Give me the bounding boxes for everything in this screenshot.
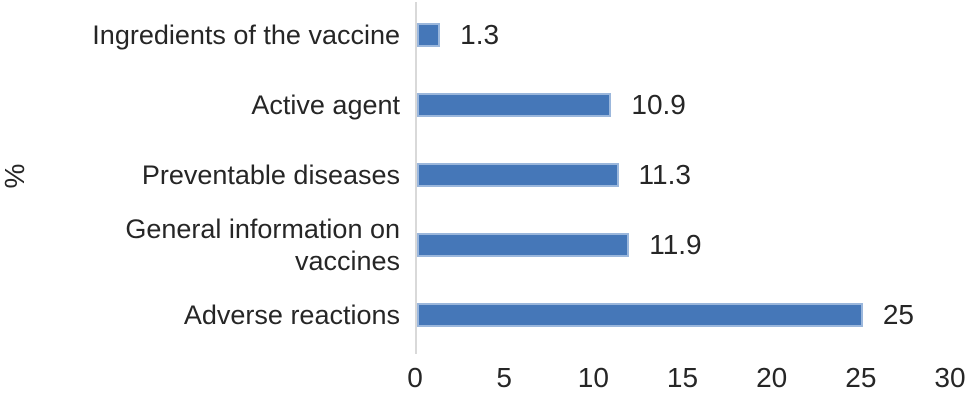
data-label: 25 <box>882 299 914 330</box>
bar <box>417 303 863 327</box>
data-label: 11.3 <box>638 159 691 190</box>
bar <box>417 163 619 187</box>
data-label: 1.3 <box>460 19 500 50</box>
x-tick-label: 5 <box>496 362 512 393</box>
x-tick-label: 10 <box>577 362 609 393</box>
x-tick-label: 15 <box>666 362 699 393</box>
bar <box>417 233 630 257</box>
y-axis-line <box>415 2 417 354</box>
category-label: Ingredients of the vaccine <box>92 19 400 50</box>
category-label: Active agent <box>251 89 400 120</box>
x-tick-label: 25 <box>845 362 877 393</box>
category-label: Preventable diseases <box>141 159 400 190</box>
category-label: General information on vaccines <box>125 213 400 276</box>
category-label: Adverse reactions <box>183 299 400 330</box>
x-tick-label: 0 <box>407 362 423 393</box>
x-tick-label: 30 <box>934 362 966 393</box>
bar <box>417 23 441 47</box>
x-tick-label: 20 <box>756 362 788 393</box>
data-label: 11.9 <box>649 229 702 260</box>
data-label: 10.9 <box>631 89 686 120</box>
bar <box>417 93 612 117</box>
